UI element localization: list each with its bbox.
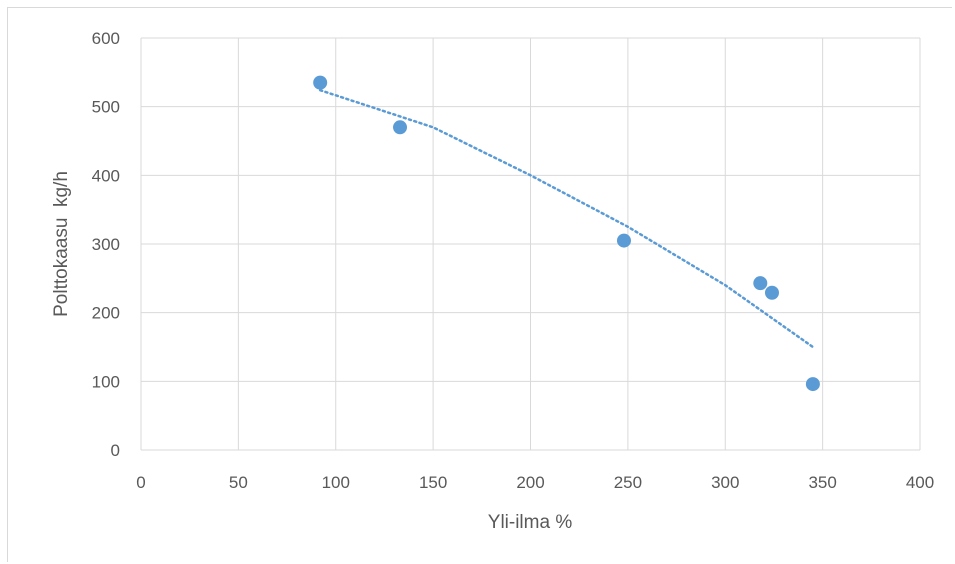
trendline	[318, 88, 815, 349]
x-tick-label: 300	[711, 473, 739, 492]
y-tick-label: 0	[111, 441, 120, 460]
y-tick-label: 600	[92, 29, 120, 48]
data-point	[313, 75, 328, 90]
data-point	[393, 120, 408, 135]
data-point	[764, 285, 779, 300]
x-tick-label: 0	[136, 473, 145, 492]
x-tick-label: 150	[419, 473, 447, 492]
trendline-group	[318, 88, 815, 349]
y-tick-label: 300	[92, 235, 120, 254]
y-tick-labels: 0 100 200 300 400 500 600	[92, 29, 120, 460]
data-point	[753, 276, 768, 291]
data-point	[805, 377, 820, 392]
chart-frame	[7, 7, 952, 562]
x-tick-label: 350	[808, 473, 836, 492]
y-tick-label: 200	[92, 304, 120, 323]
data-point	[616, 233, 631, 248]
y-tick-label: 100	[92, 372, 120, 391]
y-tick-label: 400	[92, 166, 120, 185]
data-points	[313, 75, 820, 392]
x-axis-title: Yli-ilma %	[488, 512, 573, 533]
y-tick-label: 500	[92, 98, 120, 117]
x-tick-label: 200	[516, 473, 544, 492]
x-tick-labels: 0 50 100 150 200 250 300 350 400	[136, 473, 934, 492]
y-axis-title: Polttokaasu kg/h	[51, 171, 72, 317]
x-tick-label: 50	[229, 473, 248, 492]
x-tick-label: 250	[614, 473, 642, 492]
x-tick-label: 100	[322, 473, 350, 492]
grid	[140, 37, 921, 451]
x-tick-label: 400	[906, 473, 934, 492]
